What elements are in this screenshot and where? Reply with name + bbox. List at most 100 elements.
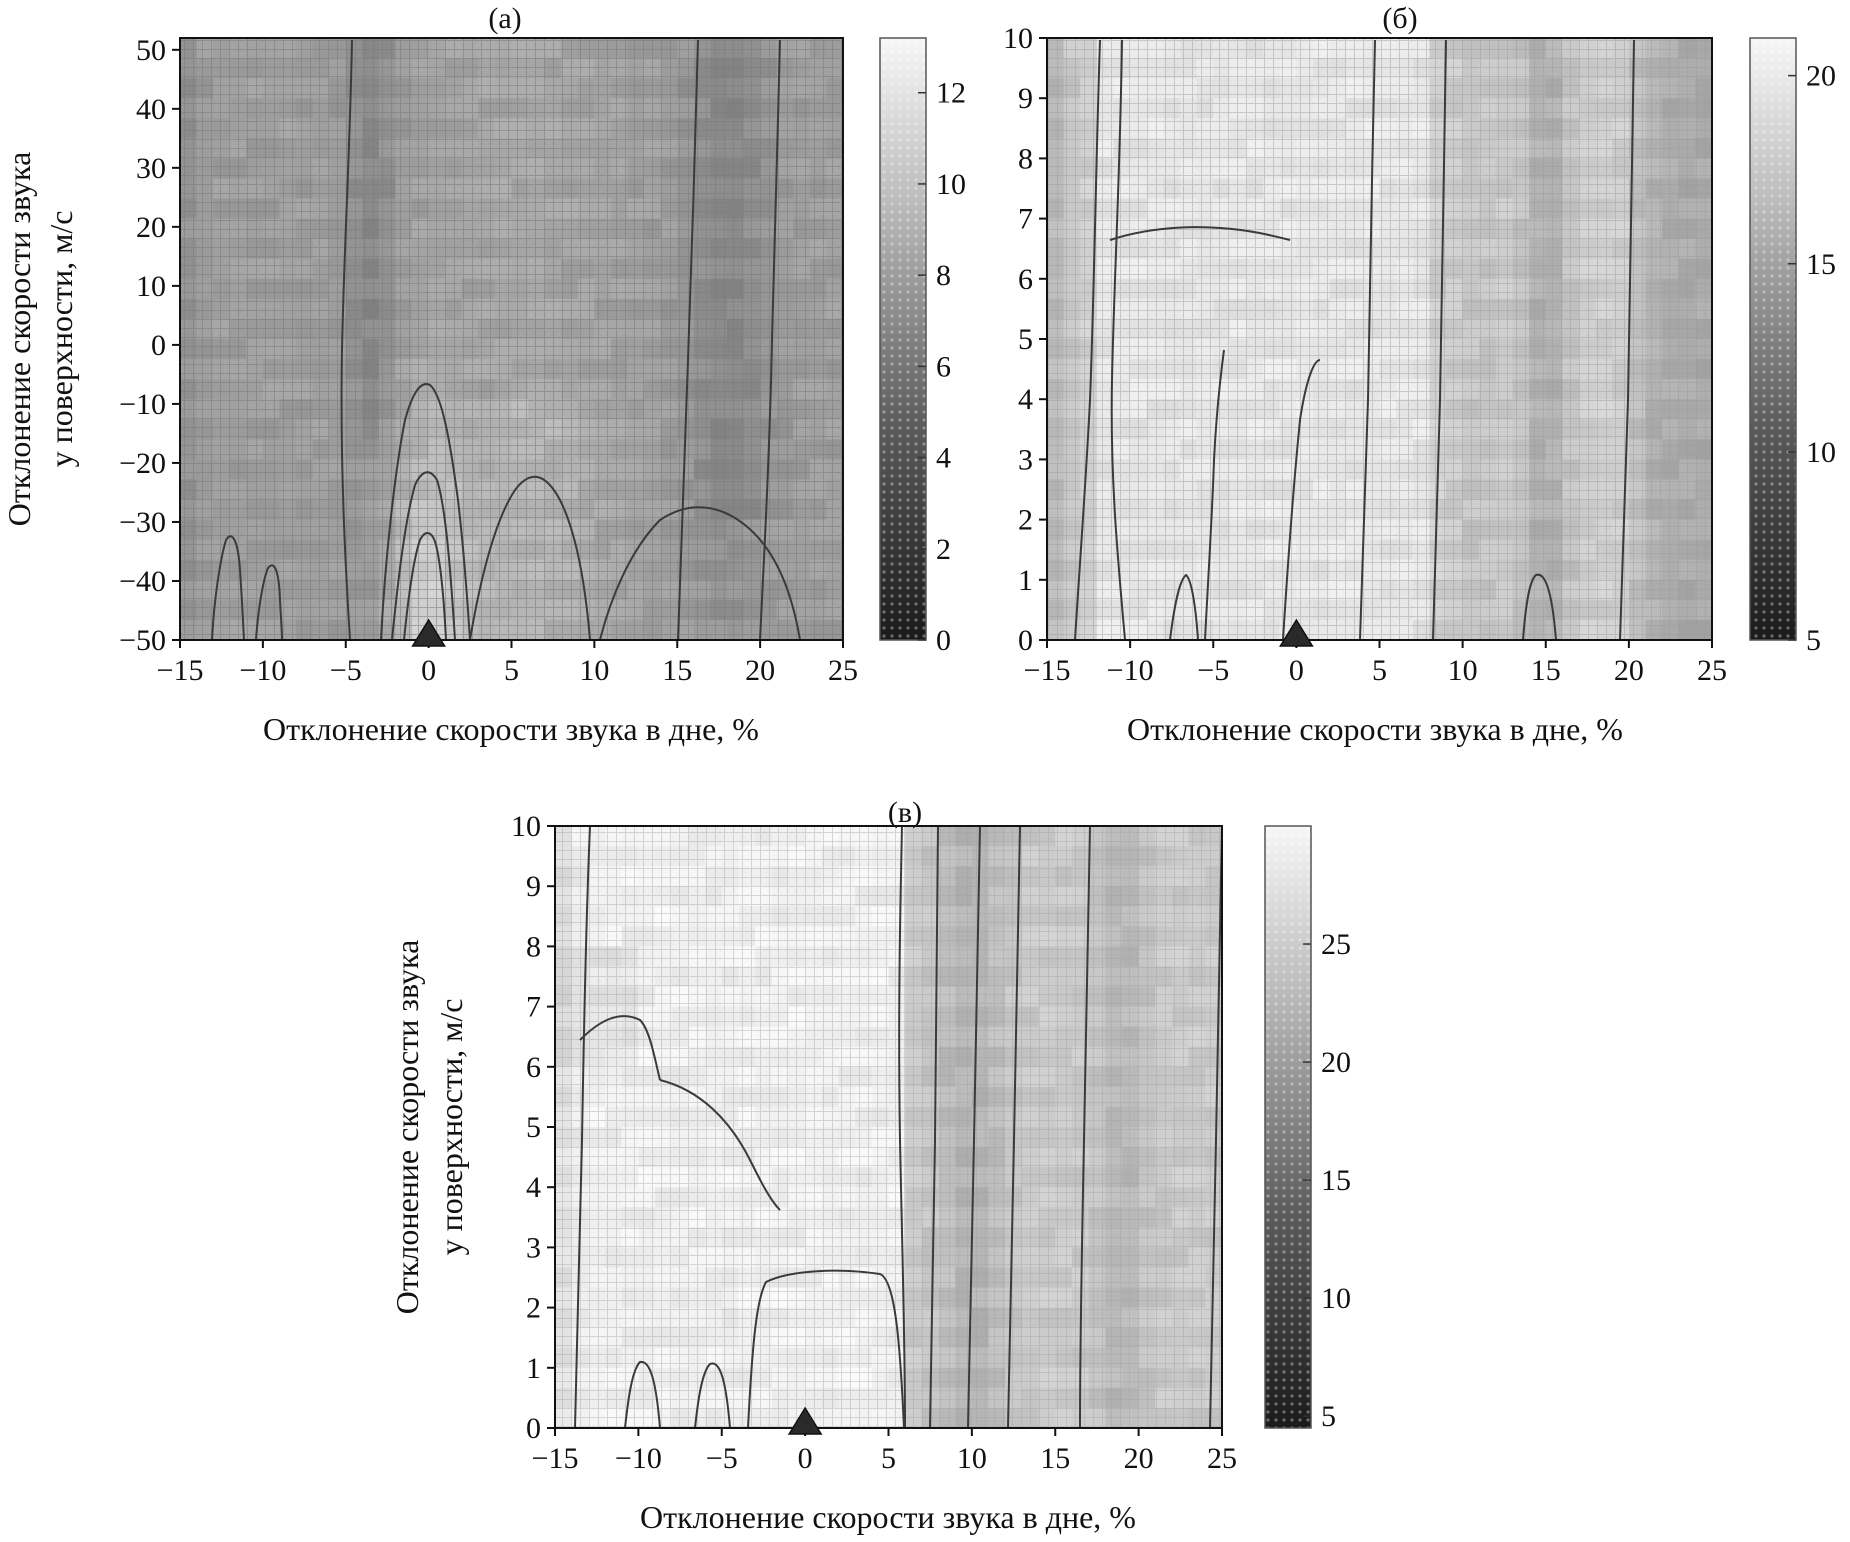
y-tick-label: 10 bbox=[511, 810, 541, 843]
contour-a-6 bbox=[340, 39, 353, 641]
y-tick-label: 2 bbox=[526, 1292, 541, 1325]
panel-c: −15 −10 −5 0 5 10 15 20 25 0 1 2 3 4 5 6 7 8 9 10 (в) Откло… bbox=[389, 796, 1351, 1535]
y-tick-label: 9 bbox=[526, 870, 541, 903]
contour-b-10 bbox=[1109, 226, 1291, 241]
contour-c-12 bbox=[579, 1015, 661, 1081]
y-tick-label: 40 bbox=[136, 93, 166, 126]
y-tick-label: 10 bbox=[1003, 22, 1033, 55]
heatmap-grid-a bbox=[180, 38, 843, 640]
y-tick-label: 10 bbox=[136, 270, 166, 303]
x-tick-label: 0 bbox=[421, 654, 436, 687]
x-tick-label: −10 bbox=[1107, 654, 1154, 687]
colorbar-frame bbox=[879, 37, 927, 641]
x-tick-label: 0 bbox=[1289, 654, 1304, 687]
contour-a-9 bbox=[211, 535, 245, 641]
colorbar-texture bbox=[880, 38, 926, 640]
contour-b-3 bbox=[1169, 573, 1199, 641]
contour-b-9 bbox=[1619, 39, 1635, 641]
contour-b-7 bbox=[1432, 39, 1447, 641]
colorbar-tick-label: 4 bbox=[936, 442, 951, 475]
y-tick-label: 5 bbox=[526, 1111, 541, 1144]
x-tick-label: 20 bbox=[1124, 1442, 1154, 1475]
panel-label-a: (a) bbox=[488, 2, 521, 35]
y-tick-label: 1 bbox=[526, 1352, 541, 1385]
x-tick-label: −15 bbox=[532, 1442, 579, 1475]
x-tick-label: 15 bbox=[1531, 654, 1561, 687]
colorbar-tick-label: 8 bbox=[936, 259, 951, 292]
axes-c: −15 −10 −5 0 5 10 15 20 25 0 1 2 3 4 5 6 7 8 9 10 bbox=[511, 810, 1237, 1475]
panel-a: −15 −10 −5 0 5 10 15 20 25−50−40−30−20−100102030… bbox=[1, 2, 966, 747]
colorbar-frame bbox=[1264, 825, 1312, 1429]
y-tick-label: 8 bbox=[526, 930, 541, 963]
y-axis-title-a-line2: у поверхности, м/с bbox=[43, 211, 79, 468]
contour-c-5 bbox=[659, 1079, 781, 1211]
colorbar-c: 5 10 15 20 25 bbox=[1264, 825, 1351, 1433]
contour-c-6 bbox=[898, 825, 906, 1429]
x-tick-label: 5 bbox=[504, 654, 519, 687]
y-axis-title-c-line2: у поверхности, м/с bbox=[433, 999, 469, 1256]
colorbar-tick-label: 5 bbox=[1806, 624, 1821, 657]
contours-c bbox=[574, 825, 1223, 1429]
x-tick-label: −10 bbox=[239, 654, 286, 687]
x-tick-label: 10 bbox=[1448, 654, 1478, 687]
colorbar-tick-label: 0 bbox=[936, 624, 951, 657]
y-tick-label: 3 bbox=[526, 1231, 541, 1264]
colorbar-frame bbox=[1749, 37, 1797, 641]
panel-b: −15 −10 −5 0 5 10 15 20 25 0 1 2 3 4 5 6 7 8 9 10 (б) Откло… bbox=[1003, 2, 1836, 747]
y-axis-title-a-line1: Отклонение скорости звука bbox=[1, 152, 37, 527]
x-tick-label: −15 bbox=[1024, 654, 1071, 687]
contour-c-10 bbox=[1079, 825, 1091, 1429]
colorbar-tick-label: 5 bbox=[1321, 1400, 1336, 1433]
x-tick-label: 15 bbox=[1040, 1442, 1070, 1475]
y-tick-label: 0 bbox=[151, 329, 166, 362]
heatmap-grid-b bbox=[1047, 38, 1712, 640]
contour-c-9 bbox=[1007, 825, 1021, 1429]
x-tick-label: 10 bbox=[579, 654, 609, 687]
x-tick-label: 25 bbox=[1697, 654, 1727, 687]
y-tick-label: 8 bbox=[1018, 142, 1033, 175]
contour-b-4 bbox=[1204, 349, 1225, 641]
contour-c-3 bbox=[694, 1362, 731, 1429]
colorbar-tick-label: 12 bbox=[936, 77, 966, 110]
colorbar-tick-label: 15 bbox=[1321, 1164, 1351, 1197]
colorbar-tick-label: 10 bbox=[1321, 1282, 1351, 1315]
x-tick-label: −5 bbox=[1197, 654, 1229, 687]
contour-b-6 bbox=[1359, 39, 1376, 641]
panel-label-c: (в) bbox=[888, 796, 922, 829]
contour-c-1 bbox=[574, 825, 591, 1429]
y-tick-label: 7 bbox=[1018, 203, 1033, 236]
panel-label-b: (б) bbox=[1382, 2, 1417, 35]
x-tick-label: −10 bbox=[615, 1442, 662, 1475]
axes-b: −15 −10 −5 0 5 10 15 20 25 0 1 2 3 4 5 6 7 8 9 10 bbox=[1003, 22, 1727, 687]
contour-a-4 bbox=[469, 475, 591, 641]
x-tick-label: 5 bbox=[881, 1442, 896, 1475]
contour-a-3 bbox=[403, 532, 447, 641]
source-marker-a bbox=[411, 618, 446, 647]
y-tick-label: 3 bbox=[1018, 443, 1033, 476]
contours-a bbox=[211, 39, 801, 641]
colorbar-texture bbox=[1750, 38, 1796, 640]
y-tick-label: 5 bbox=[1018, 323, 1033, 356]
x-tick-label: 0 bbox=[798, 1442, 813, 1475]
colorbar-tick-label: 10 bbox=[1806, 436, 1836, 469]
x-tick-label: 15 bbox=[662, 654, 692, 687]
y-tick-label: 7 bbox=[526, 991, 541, 1024]
y-tick-label: −20 bbox=[119, 447, 166, 480]
y-tick-label: 0 bbox=[1018, 624, 1033, 657]
y-axis-title-c-line1: Отклонение скорости звука bbox=[389, 940, 425, 1315]
contour-b-1 bbox=[1074, 39, 1101, 641]
x-axis-title-b: Отклонение скорости звука в дне, % bbox=[1127, 711, 1623, 747]
colorbar-a: 0 2 4 6 8 10 12 bbox=[879, 37, 966, 657]
x-tick-label: −5 bbox=[706, 1442, 738, 1475]
source-marker-c bbox=[787, 1406, 823, 1435]
y-tick-label: 50 bbox=[136, 34, 166, 67]
contour-b-2 bbox=[1110, 39, 1126, 641]
source-triangle-icon bbox=[1279, 618, 1314, 647]
contour-a-2 bbox=[391, 471, 456, 641]
x-axis-title-c: Отклонение скорости звука в дне, % bbox=[640, 1499, 1136, 1535]
y-tick-label: −30 bbox=[119, 506, 166, 539]
x-tick-label: −15 bbox=[157, 654, 204, 687]
x-tick-label: −5 bbox=[330, 654, 362, 687]
y-tick-label: 6 bbox=[1018, 263, 1033, 296]
